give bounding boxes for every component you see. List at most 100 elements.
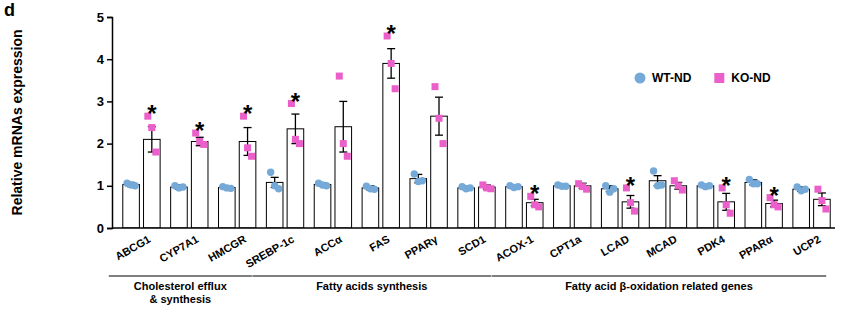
significance: * [530, 180, 540, 207]
significance: * [386, 20, 396, 47]
tick-label: ABCG1 [113, 233, 152, 263]
axis-line [112, 227, 835, 229]
point [466, 184, 473, 191]
tick: FAS [367, 233, 392, 254]
error-bar [818, 193, 826, 206]
bar [745, 182, 762, 228]
point [436, 115, 443, 122]
error-bar [339, 101, 347, 152]
tick: 2 [97, 136, 112, 151]
tick: 5 [97, 10, 112, 25]
bar [362, 188, 379, 228]
group-label: Fatty acids synthesis [316, 280, 427, 292]
error-cap [271, 177, 279, 178]
tick: MCAD [644, 233, 679, 260]
tick-label: SCD1 [456, 233, 487, 258]
tick: 0 [97, 221, 112, 236]
panel-label: d [4, 0, 15, 20]
point [275, 185, 282, 192]
tick: UCP2 [791, 233, 822, 258]
group-label: Fatty acid β-oxidation related genes [565, 280, 753, 292]
tick-mark [107, 228, 112, 230]
error-cap [339, 151, 347, 152]
tick: HMCGR [206, 233, 248, 264]
point [440, 140, 447, 147]
tick-mark [107, 186, 112, 188]
category-group: Fatty acid β-oxidation related genes [492, 276, 827, 292]
tick-label: 0 [97, 221, 104, 236]
bar [219, 187, 236, 228]
tick: CYP7A1 [157, 233, 200, 265]
tick: PPARγ [402, 232, 440, 261]
bar [144, 139, 161, 228]
legend-marker [714, 73, 724, 83]
tick: PPARα [737, 233, 775, 262]
point [658, 181, 665, 188]
point [336, 73, 343, 80]
point [631, 208, 638, 215]
point [754, 180, 761, 187]
tick-label: ACCα [311, 233, 344, 259]
error-cap [654, 175, 662, 176]
point [267, 169, 274, 176]
tick-label: PPARγ [402, 232, 440, 261]
significance: * [769, 182, 779, 209]
bar [670, 186, 687, 228]
point [248, 153, 255, 160]
bar [649, 181, 666, 228]
point [562, 183, 569, 190]
tick-label: 3 [97, 94, 104, 109]
error-bar [244, 128, 252, 156]
point [801, 185, 808, 192]
significance: * [195, 117, 205, 144]
bar [123, 185, 140, 228]
point [723, 201, 730, 208]
bar [314, 185, 331, 228]
bar [335, 127, 352, 228]
bar [266, 182, 283, 228]
tick-label: FAS [367, 233, 392, 254]
category-group: Fatty acids synthesis [252, 276, 491, 292]
y-axis-title: Relative mRNAs expression [9, 30, 25, 216]
point [227, 185, 234, 192]
significance: * [626, 172, 636, 199]
bar [410, 179, 427, 228]
tick-mark [107, 143, 112, 145]
point [392, 85, 399, 92]
tick-label: 1 [97, 178, 104, 193]
group-label: & synthesis [149, 293, 211, 305]
point [432, 83, 439, 90]
point [602, 182, 609, 189]
tick-label: CYP7A1 [157, 233, 200, 265]
legend-label: WT-ND [652, 71, 692, 85]
significance: * [291, 88, 301, 115]
error-cap [435, 135, 443, 136]
tick: ABCG1 [113, 233, 152, 263]
point [131, 182, 138, 189]
bar [506, 187, 523, 228]
group-bracket [252, 276, 491, 277]
point [818, 197, 825, 204]
point [814, 186, 821, 193]
point [296, 140, 303, 147]
tick: 1 [97, 178, 112, 193]
point [388, 60, 395, 67]
chart: 012345ABCG1CYP7A1HMCGRSREBP-1cACCαFASPPA… [0, 0, 853, 320]
error-cap [339, 101, 347, 102]
group-bracket [492, 276, 827, 277]
tick: SREBP-1c [243, 233, 296, 270]
tick: 3 [97, 94, 112, 109]
error-bar [387, 49, 395, 79]
tick: SCD1 [456, 233, 487, 258]
significance: * [147, 100, 157, 127]
point [727, 210, 734, 217]
tick-label: LCAD [599, 233, 632, 259]
tick-label: PPARα [737, 233, 775, 262]
error-bar [435, 97, 443, 135]
point [419, 177, 426, 184]
bar [458, 188, 475, 228]
bar [718, 202, 735, 228]
tick-label: PDK4 [695, 232, 727, 258]
point [679, 187, 686, 194]
tick-label: UCP2 [791, 233, 822, 258]
